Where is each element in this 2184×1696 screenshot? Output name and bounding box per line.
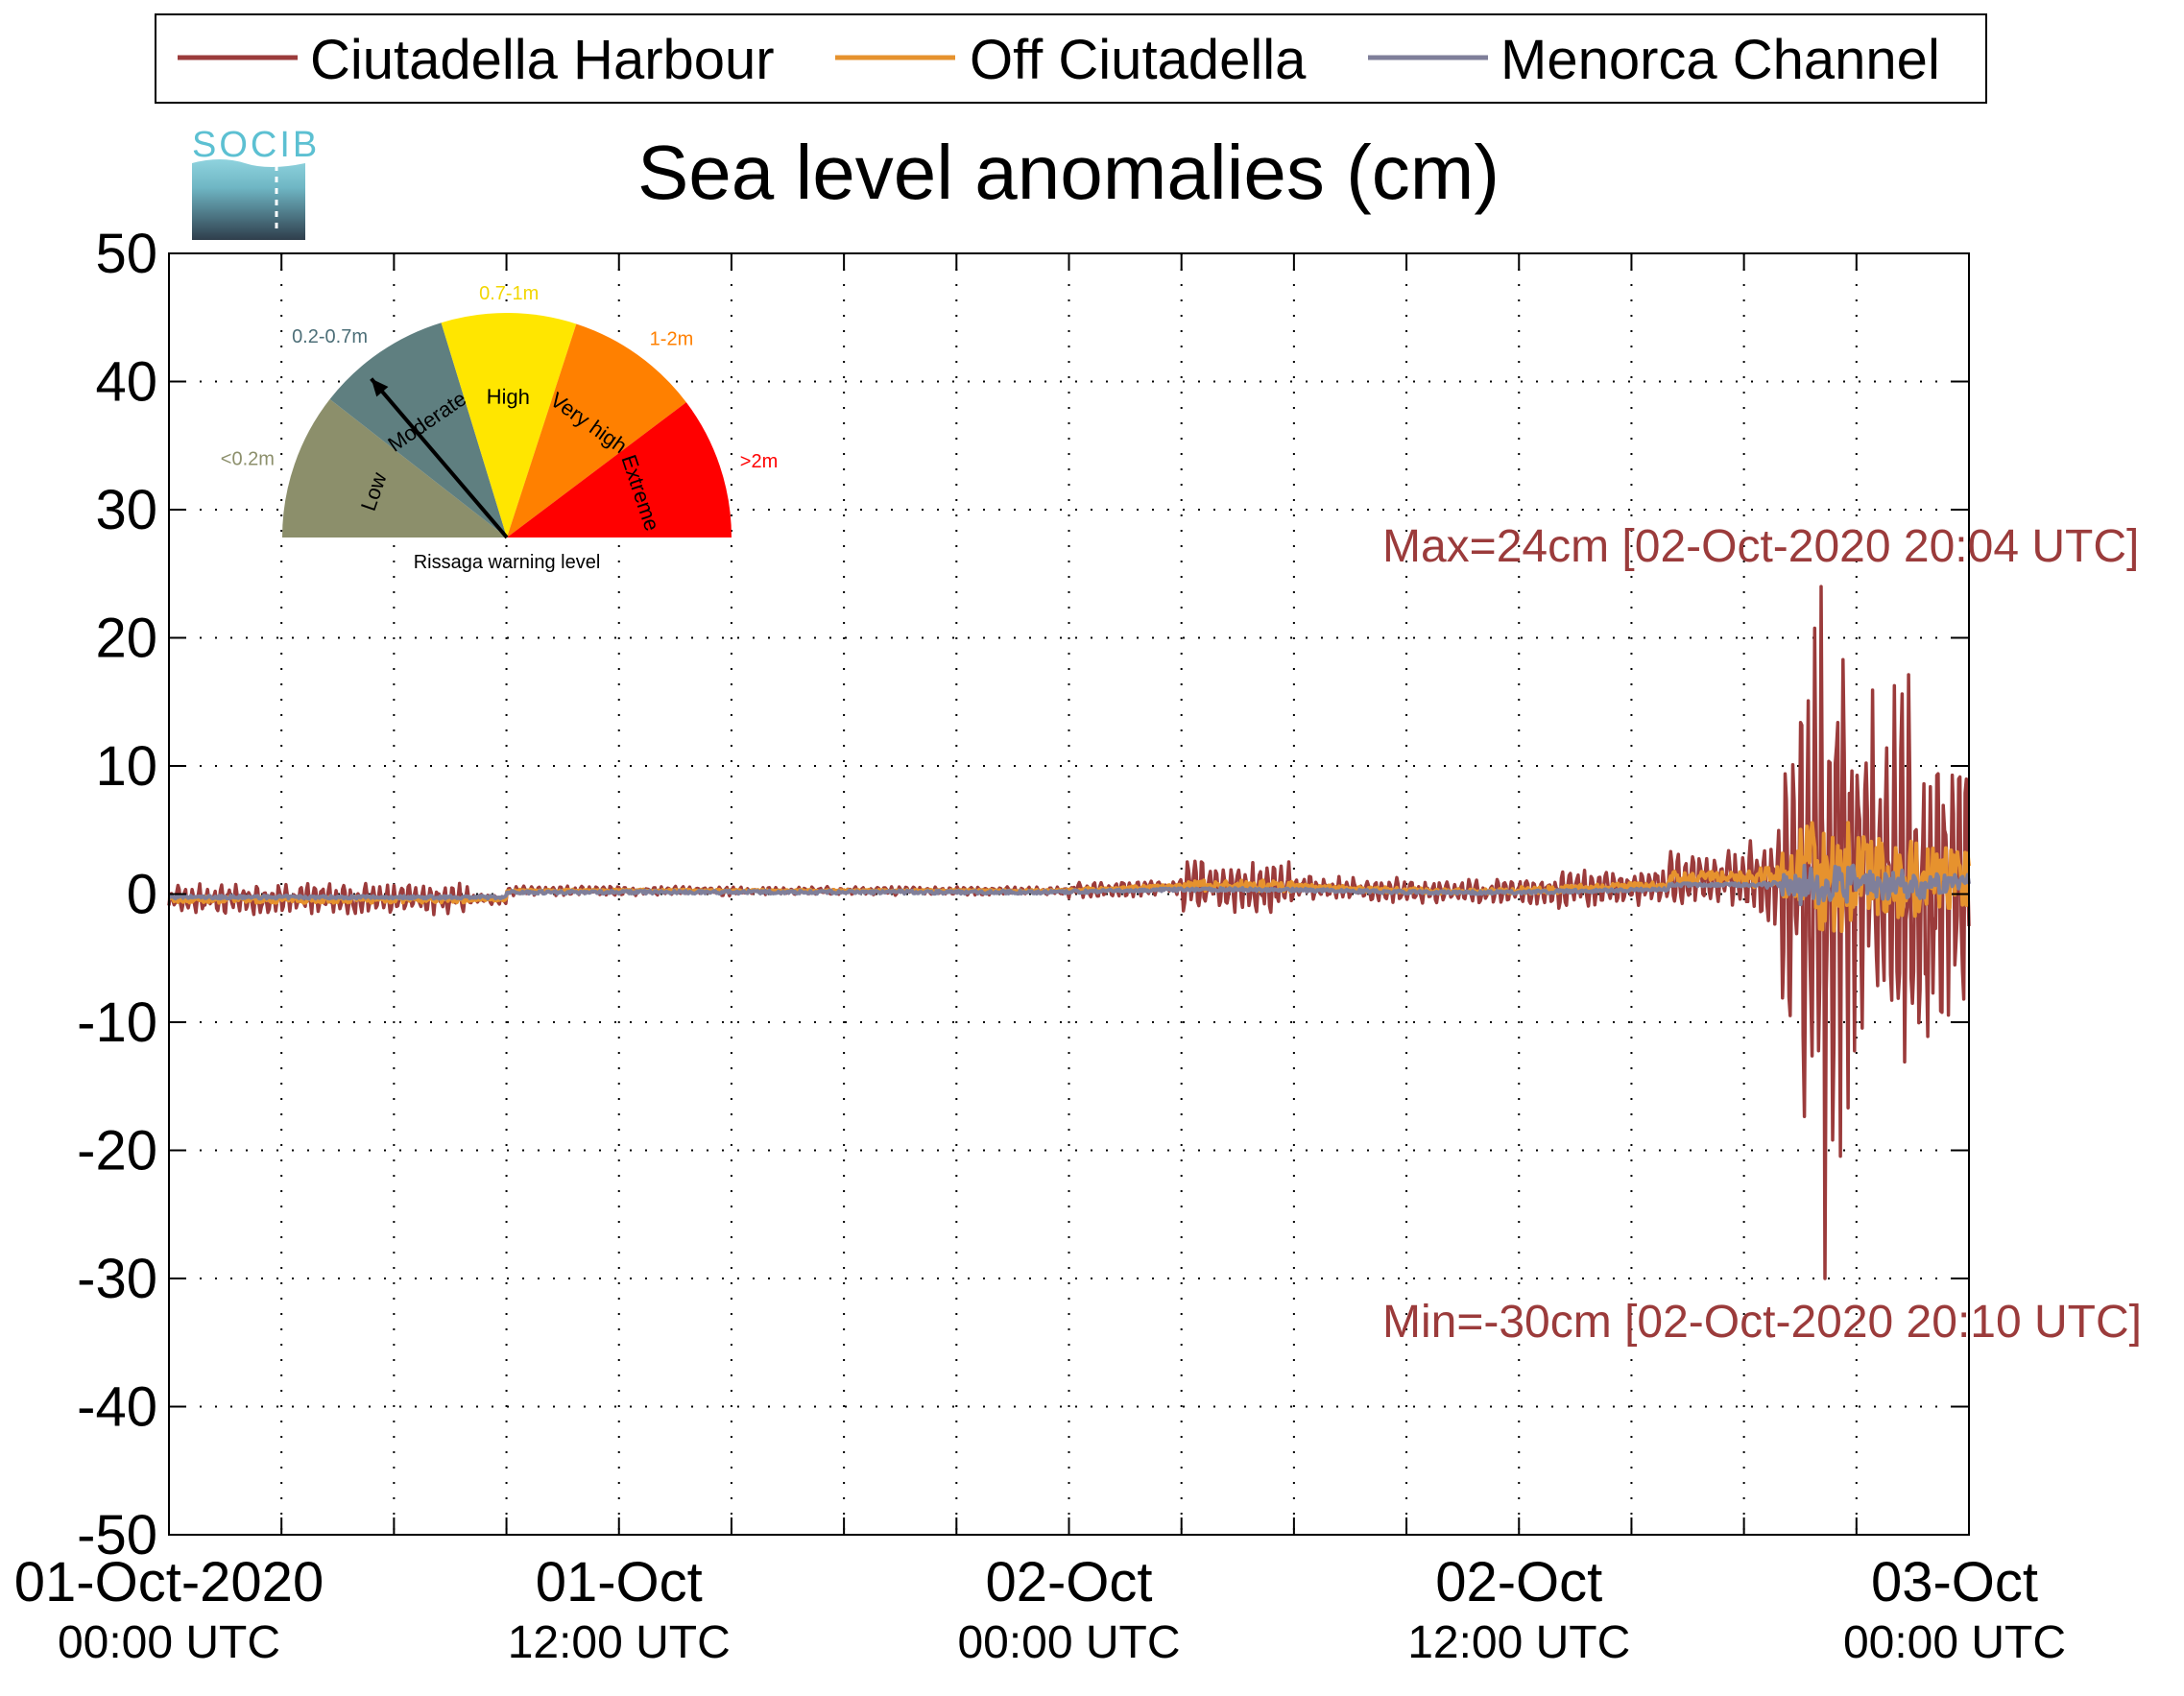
y-axis: -50 -40 -30 -20 -10 0 10 20 30 40 50 (77, 223, 1969, 1566)
x-tick-label-date: 02-Oct (1435, 1551, 1602, 1613)
x-tick-label-time: 12:00 UTC (1407, 1617, 1630, 1668)
y-tick-label: 40 (95, 351, 157, 414)
y-tick-label: -40 (77, 1376, 157, 1439)
gauge-segment-extreme (507, 402, 732, 537)
legend-label-off-ciutadella: Off Ciutadella (970, 29, 1307, 91)
gauge-range-label: 1-2m (650, 329, 694, 350)
gauge-range-label: >2m (740, 451, 778, 472)
gauge-range-label: 0.7-1m (479, 283, 539, 304)
series-layer (167, 585, 1971, 1280)
socib-logo: SOCIB (192, 125, 320, 240)
series-line-ciutadella-harbour (167, 585, 1971, 1280)
y-tick-label: 30 (95, 479, 157, 541)
gauge-level-label: High (487, 385, 530, 409)
gauge-range-label: <0.2m (221, 449, 275, 470)
gauge-needle-arrow-icon (371, 378, 389, 397)
chart-title: Sea level anomalies (cm) (637, 130, 1500, 215)
x-tick-label-date: 03-Oct (1871, 1551, 2038, 1613)
y-tick-label: 20 (95, 608, 157, 670)
x-tick-label-date: 02-Oct (985, 1551, 1152, 1613)
y-tick-label: -30 (77, 1248, 157, 1310)
series-line-menorca-channel (167, 863, 1971, 907)
gauge-range-label: 0.2-0.7m (292, 326, 368, 347)
y-tick-label: -10 (77, 991, 157, 1054)
y-tick-label: 10 (95, 735, 157, 798)
max-annotation: Max=24cm [02-Oct-2020 20:04 UTC] (1382, 521, 2139, 572)
min-annotation: Min=-30cm [02-Oct-2020 20:10 UTC] (1382, 1297, 2142, 1348)
x-tick-label-time: 12:00 UTC (508, 1617, 731, 1668)
legend-label-ciutadella-harbour: Ciutadella Harbour (310, 29, 775, 91)
x-tick-label-time: 00:00 UTC (1843, 1617, 2066, 1668)
y-tick-label: 0 (127, 864, 157, 926)
y-tick-label: -20 (77, 1120, 157, 1182)
legend-label-menorca-channel: Menorca Channel (1500, 29, 1940, 91)
legend: Ciutadella Harbour Off Ciutadella Menorc… (155, 13, 1987, 104)
gauge-title: Rissaga warning level (414, 552, 601, 573)
gauge-segment-very-high (507, 323, 686, 537)
x-tick-label-time: 00:00 UTC (957, 1617, 1180, 1668)
x-tick-label-time: 00:00 UTC (58, 1617, 280, 1668)
x-tick-label-date: 01-Oct (536, 1551, 703, 1613)
gauge-needle (370, 377, 509, 539)
legend-box (155, 13, 1987, 104)
x-tick-label-date: 01-Oct-2020 (14, 1551, 324, 1613)
logo-text: SOCIB (192, 125, 320, 165)
gauge-segment-low (282, 398, 507, 537)
gauge-segment-high (441, 313, 577, 537)
logo-wave-icon (192, 159, 305, 240)
series-line-off-ciutadella (167, 821, 1971, 934)
y-tick-label: -50 (77, 1504, 157, 1566)
y-tick-label: 50 (95, 223, 157, 285)
